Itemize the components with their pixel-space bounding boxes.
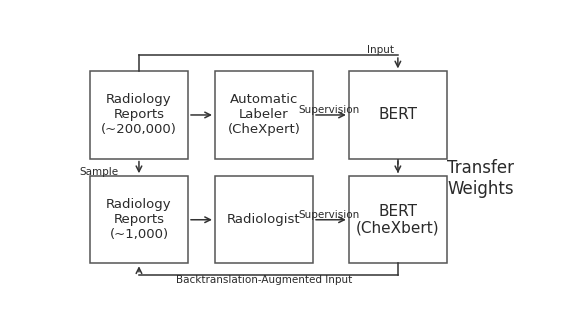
FancyBboxPatch shape	[215, 176, 313, 263]
Text: Radiology
Reports
(~1,000): Radiology Reports (~1,000)	[106, 198, 172, 241]
Text: Supervision: Supervision	[298, 105, 359, 115]
Text: Radiologist: Radiologist	[227, 213, 301, 226]
FancyBboxPatch shape	[90, 176, 188, 263]
FancyBboxPatch shape	[348, 176, 447, 263]
FancyBboxPatch shape	[348, 71, 447, 159]
Text: Radiology
Reports
(~200,000): Radiology Reports (~200,000)	[101, 93, 177, 136]
Text: BERT: BERT	[378, 108, 418, 122]
Text: Automatic
Labeler
(CheXpert): Automatic Labeler (CheXpert)	[228, 93, 301, 136]
Text: Backtranslation-Augmented Input: Backtranslation-Augmented Input	[176, 275, 352, 285]
FancyBboxPatch shape	[215, 71, 313, 159]
FancyBboxPatch shape	[90, 71, 188, 159]
Text: BERT
(CheXbert): BERT (CheXbert)	[356, 203, 439, 236]
Text: Supervision: Supervision	[298, 210, 359, 220]
Text: Sample: Sample	[79, 168, 119, 177]
Text: Input: Input	[366, 45, 393, 55]
Text: Transfer
Weights: Transfer Weights	[447, 159, 514, 198]
